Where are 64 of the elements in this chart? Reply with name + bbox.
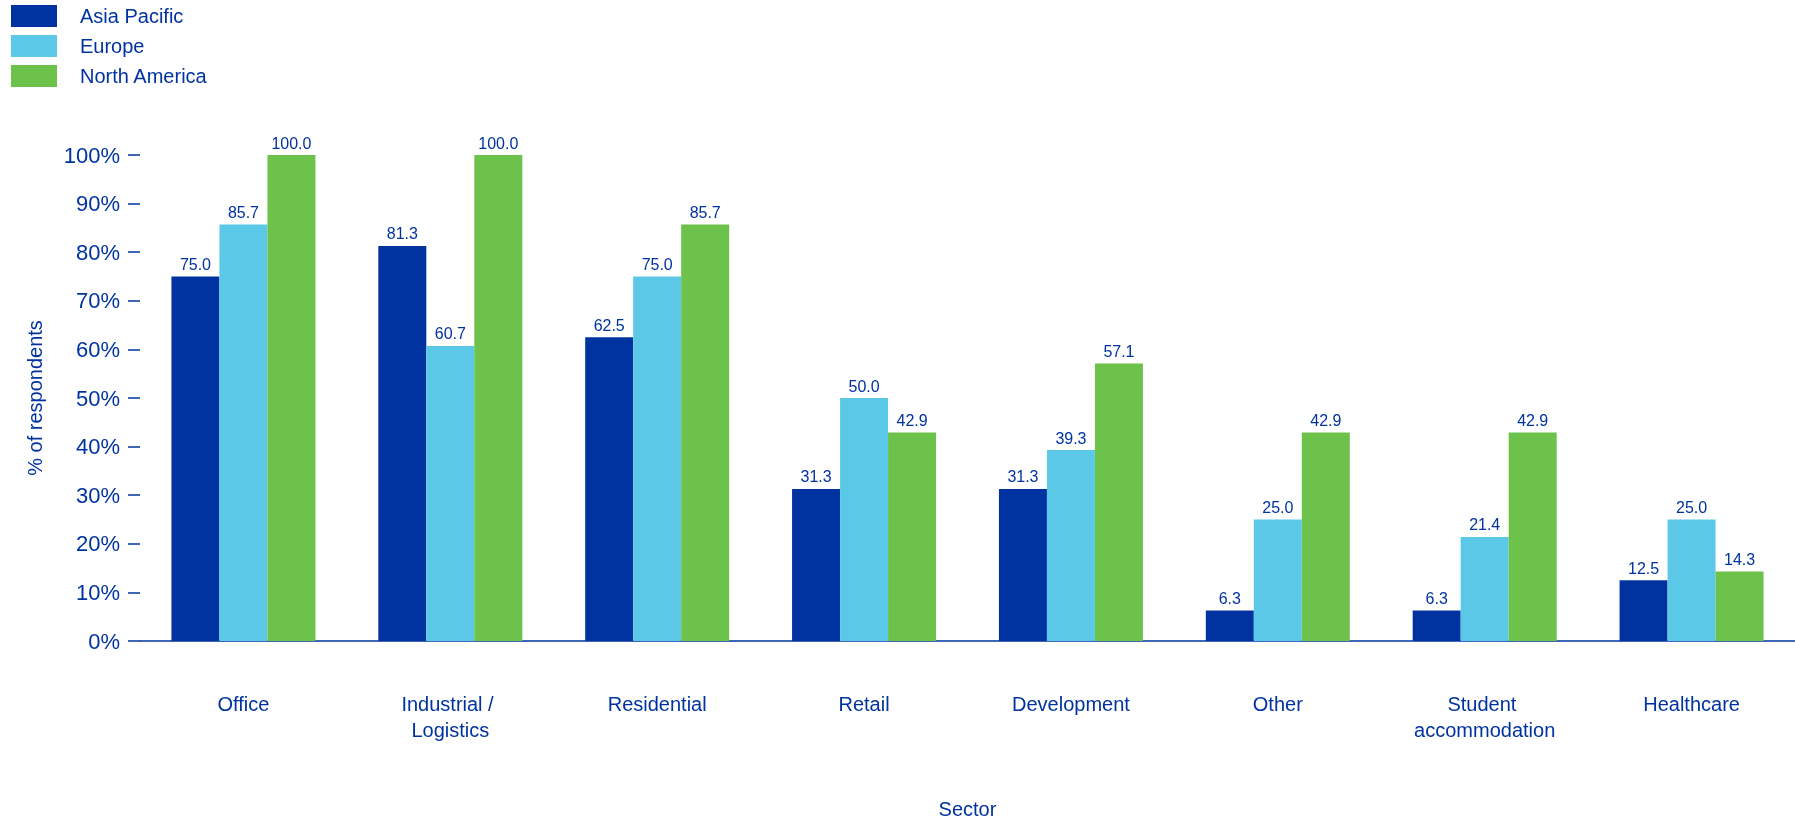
- data-label: 100.0: [478, 134, 519, 152]
- data-label: 25.0: [1675, 499, 1708, 516]
- data-label: 12.5: [1627, 559, 1660, 577]
- data-label: 50.0: [848, 377, 880, 395]
- data-label: 75.0: [179, 256, 212, 273]
- x-tick-label: Development: [1012, 693, 1131, 715]
- data-label: 6.3: [1218, 589, 1242, 607]
- y-tick-label: 100%: [63, 142, 120, 168]
- data-label: 100.0: [271, 134, 312, 152]
- y-tick-label: 70%: [75, 288, 120, 314]
- data-label: 75.0: [641, 256, 673, 273]
- y-tick-label: 50%: [75, 385, 120, 411]
- x-tick-label: Other: [1252, 693, 1304, 715]
- bar: [1508, 432, 1557, 641]
- bar: [888, 432, 937, 641]
- x-tick-label: Student accommodation: [1414, 693, 1556, 741]
- data-label: 25.0: [1262, 499, 1294, 516]
- data-label: 85.7: [227, 204, 260, 221]
- data-label: 85.7: [689, 204, 721, 221]
- x-axis-title: Sector: [938, 798, 997, 820]
- x-tick-label: Retail: [838, 693, 890, 715]
- x-tick-label: Industrial / Logistics: [401, 693, 500, 741]
- x-tick-label: Residential: [607, 693, 707, 715]
- data-label: 57.1: [1103, 342, 1135, 360]
- data-label: 39.3: [1055, 429, 1087, 447]
- bar: [474, 155, 523, 641]
- y-tick-label: 0%: [88, 628, 120, 654]
- data-label: 42.9: [896, 412, 928, 430]
- y-tick-label: 60%: [75, 336, 120, 362]
- bar: [1094, 363, 1143, 641]
- bar: [1253, 519, 1302, 641]
- bar: [267, 155, 316, 641]
- data-label: 14.3: [1723, 551, 1756, 568]
- y-tick-label: 80%: [75, 239, 120, 265]
- x-tick-label: Healthcare: [1643, 693, 1740, 715]
- data-label: 62.5: [593, 316, 625, 334]
- data-label: 31.3: [800, 468, 832, 486]
- data-label: 42.9: [1310, 412, 1342, 430]
- bar: [1715, 571, 1764, 641]
- legend-label: Europe: [80, 35, 145, 57]
- bar: [1046, 450, 1095, 641]
- y-tick-label: 40%: [75, 434, 120, 460]
- bar: [426, 346, 475, 641]
- data-label: 60.7: [434, 325, 466, 343]
- y-tick-label: 90%: [75, 191, 120, 217]
- data-label: 21.4: [1469, 516, 1501, 534]
- bar: [681, 224, 730, 641]
- data-label: 6.3: [1425, 589, 1448, 607]
- data-label: 31.3: [1007, 468, 1039, 486]
- y-tick-label: 30%: [75, 482, 120, 508]
- bar: [1301, 432, 1350, 641]
- x-tick-label: Office: [217, 693, 270, 715]
- data-label: 42.9: [1517, 412, 1549, 430]
- bar: [633, 276, 682, 641]
- data-label: 81.3: [386, 225, 418, 243]
- legend-label: North America: [80, 65, 208, 87]
- bar: [1667, 519, 1716, 641]
- y-tick-label: 20%: [75, 531, 120, 557]
- y-tick-label: 10%: [75, 579, 120, 605]
- bar: [840, 398, 889, 641]
- bar: [1460, 537, 1509, 641]
- y-axis-title: % of respondents: [24, 320, 46, 476]
- legend-label: Asia Pacific: [80, 5, 184, 27]
- bar: [219, 224, 268, 641]
